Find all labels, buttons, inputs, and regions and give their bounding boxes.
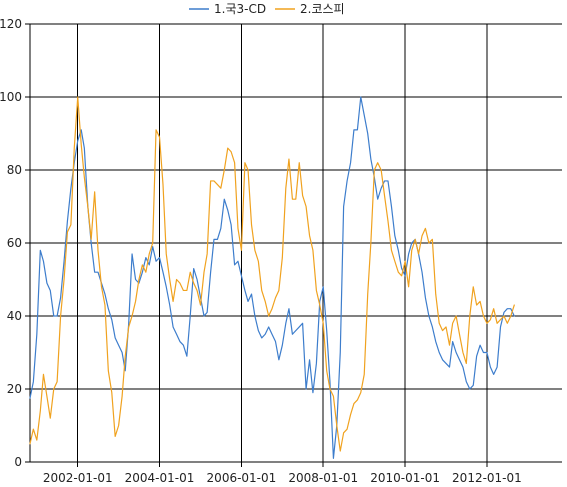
y-tick-label: 40 — [7, 309, 22, 323]
series-lines — [29, 96, 515, 459]
y-tick-label: 100 — [0, 90, 22, 104]
x-tick-label: 2004-01-01 — [125, 471, 195, 485]
y-tick-label: 60 — [7, 236, 22, 250]
legend-label-1: 1.국3-CD — [214, 2, 266, 16]
x-tick-label: 2008-01-01 — [288, 471, 358, 485]
x-tick-label: 2012-01-01 — [452, 471, 522, 485]
axis-labels: 0 20 40 60 80 100 120 2002-01-01 2004-01-01 2006-… — [0, 17, 522, 485]
y-tick-label: 120 — [0, 17, 22, 31]
series-line-1 — [29, 96, 515, 459]
legend-item-2: 2.코스피 — [275, 2, 345, 16]
x-tick-label: 2006-01-01 — [207, 471, 277, 485]
legend-item-1: 1.국3-CD — [189, 2, 266, 16]
y-tick-label: 20 — [7, 382, 22, 396]
legend-label-2: 2.코스피 — [300, 2, 345, 16]
y-tick-label: 80 — [7, 163, 22, 177]
axis-ticks — [25, 23, 488, 467]
y-tick-label: 0 — [14, 455, 22, 469]
legend: 1.국3-CD 2.코스피 — [189, 2, 345, 16]
x-tick-label: 2010-01-01 — [370, 471, 440, 485]
x-tick-label: 2002-01-01 — [43, 471, 113, 485]
series-line-2 — [29, 96, 515, 452]
